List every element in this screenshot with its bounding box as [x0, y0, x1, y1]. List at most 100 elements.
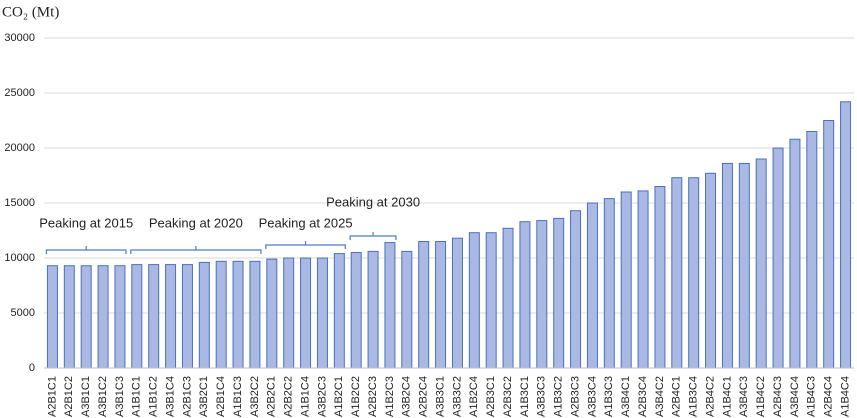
- bar: [536, 220, 548, 369]
- bar: [198, 261, 210, 369]
- x-tick-label: A3B4C4: [789, 376, 801, 417]
- x-tick-label: A3B1C3: [114, 376, 126, 417]
- bar: [401, 250, 413, 369]
- bar: [232, 260, 244, 369]
- y-tick-label: 30000: [4, 32, 35, 44]
- y-tick-label: 20000: [4, 142, 35, 154]
- x-tick-label: A3B1C1: [80, 376, 92, 417]
- x-tick-label: A3B2C4: [401, 376, 413, 417]
- bar: [553, 217, 565, 369]
- bar: [148, 264, 160, 369]
- x-tick-label: A2B4C1: [671, 376, 683, 417]
- annotation: Peaking at 2030: [326, 194, 420, 209]
- bar: [435, 241, 447, 369]
- annotation: Peaking at 2015: [39, 215, 133, 230]
- bar: [721, 162, 733, 369]
- bracket: [45, 246, 127, 254]
- bar: [384, 242, 396, 369]
- bar: [654, 186, 666, 369]
- x-tick-label: A3B4C3: [738, 376, 750, 417]
- bar: [755, 158, 767, 369]
- x-tick-label: A2B1C2: [63, 376, 75, 417]
- bracket: [130, 246, 262, 254]
- bar: [603, 198, 615, 369]
- bar: [131, 264, 143, 369]
- annotation: Peaking at 2025: [259, 215, 353, 230]
- bar: [570, 210, 582, 369]
- bar: [705, 172, 717, 369]
- bar: [80, 265, 92, 369]
- bar: [181, 264, 193, 369]
- bar: [806, 131, 818, 369]
- x-tick-label: A3B3C3: [536, 376, 548, 417]
- bar: [586, 202, 598, 369]
- bar: [283, 257, 295, 369]
- bar: [165, 264, 177, 369]
- y-tick-label: 15000: [4, 197, 35, 209]
- bar: [823, 120, 835, 369]
- x-tick-label: A2B2C1: [266, 376, 278, 417]
- x-tick-label: A3B2C1: [198, 376, 210, 417]
- bar: [789, 138, 801, 369]
- x-tick-label: A2B3C1: [485, 376, 497, 417]
- x-tick-label: A1B2C1: [333, 376, 345, 417]
- bracket: [265, 241, 346, 249]
- x-tick-label: A1B4C4: [839, 376, 851, 417]
- y-tick-label: 25000: [4, 87, 35, 99]
- x-tick-label: A1B1C3: [232, 376, 244, 417]
- x-tick-label: A3B3C2: [451, 376, 463, 417]
- bar: [688, 177, 700, 369]
- y-axis-label: CO₂ (Mt): [2, 4, 59, 20]
- bar: [333, 253, 345, 369]
- x-tick-label: A3B4C1: [620, 376, 632, 417]
- x-tick-label: A2B2C4: [418, 376, 430, 417]
- x-tick-label: A1B4C1: [721, 376, 733, 417]
- bar: [502, 227, 514, 369]
- x-tick-label: A2B4C3: [772, 376, 784, 417]
- bar: [215, 260, 227, 369]
- x-tick-label: A1B3C2: [553, 376, 565, 417]
- x-tick-label: A2B3C3: [569, 376, 581, 417]
- bar: [300, 257, 312, 369]
- bar: [620, 191, 632, 369]
- x-tick-label: A2B1C3: [181, 376, 193, 417]
- bar: [772, 147, 784, 369]
- x-tick-label: A1B2C2: [350, 376, 362, 417]
- x-tick-label: A2B4C4: [823, 376, 835, 417]
- bar: [114, 265, 126, 369]
- x-tick-label: A1B2C3: [384, 376, 396, 417]
- bar: [671, 177, 683, 369]
- x-tick-label: A2B3C2: [502, 376, 514, 417]
- x-tick-label: A2B1C4: [215, 376, 227, 417]
- x-tick-label: A3B3C1: [434, 376, 446, 417]
- bar: [468, 232, 480, 369]
- x-tick-label: A1B2C4: [468, 376, 480, 417]
- bar: [46, 265, 58, 369]
- y-tick-label: 10000: [4, 252, 35, 264]
- x-tick-label: A1B3C4: [688, 376, 700, 417]
- bar: [738, 162, 750, 369]
- bar: [266, 258, 278, 369]
- x-tick-label: A3B2C2: [249, 376, 261, 417]
- bar: [637, 190, 649, 369]
- bar: [519, 221, 531, 369]
- x-tick-label: A3B1C4: [164, 376, 176, 417]
- x-tick-label: A1B1C1: [131, 376, 143, 417]
- x-tick-label: A2B1C1: [46, 376, 58, 417]
- x-tick-label: A1B3C3: [603, 376, 615, 417]
- bracket: [349, 232, 397, 240]
- x-tick-label: A2B4C2: [704, 376, 716, 417]
- x-tick-label: A2B2C3: [367, 376, 379, 417]
- x-tick-label: A3B4C2: [654, 376, 666, 417]
- x-tick-label: A1B1C4: [299, 376, 311, 417]
- y-tick-label: 5000: [11, 307, 35, 319]
- x-tick-label: A1B3C1: [519, 376, 531, 417]
- annotation: Peaking at 2020: [149, 215, 243, 230]
- x-tick-label: A1B4C2: [755, 376, 767, 417]
- bar: [485, 232, 497, 369]
- bar: [316, 257, 328, 369]
- bar: [350, 252, 362, 369]
- bar: [63, 265, 75, 369]
- bar: [249, 260, 261, 369]
